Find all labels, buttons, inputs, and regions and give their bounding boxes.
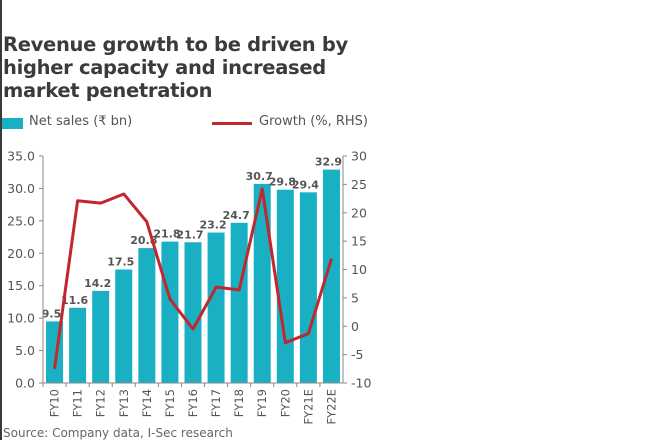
growth-line-layer bbox=[53, 187, 333, 370]
right-axis-tick-label: 30 bbox=[351, 149, 367, 164]
legend-swatch-growth bbox=[212, 122, 252, 125]
x-axis-label-fy17: FY17 bbox=[209, 389, 223, 417]
right-axis-tick-label: 5 bbox=[351, 290, 359, 305]
bar-fy11 bbox=[69, 307, 87, 383]
data-label-fy21e: 29.4 bbox=[292, 178, 319, 191]
bar-fy18 bbox=[230, 222, 248, 383]
left-axis-tick-label: 5.0 bbox=[15, 343, 35, 358]
right-axis-tick-label: 10 bbox=[351, 262, 367, 277]
x-axis-label-fy18: FY18 bbox=[232, 389, 246, 417]
right-axis-tick-label: -5 bbox=[351, 347, 363, 362]
data-label-fy13: 17.5 bbox=[107, 256, 134, 269]
axes-layer: 0.0 5.0 10.0 15.0 20.0 25.0 30.0 35.0 -10 -5 0 5 10 1… bbox=[7, 149, 371, 425]
left-border bbox=[0, 0, 2, 440]
left-axis-tick-label: 25.0 bbox=[7, 213, 35, 228]
bar-fy19 bbox=[253, 183, 271, 383]
right-axis-tick-label: 25 bbox=[351, 177, 367, 192]
chart-title: Revenue growth to be driven by higher ca… bbox=[3, 33, 348, 102]
bar-fy15 bbox=[161, 241, 179, 383]
left-axis-tick-label: 20.0 bbox=[7, 246, 35, 261]
data-label-fy11: 11.6 bbox=[61, 294, 88, 307]
data-label-fy16: 21.7 bbox=[176, 228, 203, 241]
x-axis-label-fy21e: FY21E bbox=[301, 389, 315, 425]
data-label-fy10: 9.5 bbox=[42, 307, 62, 320]
bar-fy12 bbox=[92, 290, 110, 383]
data-label-fy20: 29.8 bbox=[269, 176, 296, 189]
x-axis-label-fy22e: FY22E bbox=[324, 389, 338, 425]
source-note: Source: Company data, I-Sec research bbox=[3, 426, 233, 440]
x-axis-label-fy14: FY14 bbox=[140, 389, 154, 417]
left-axis-tick-label: 35.0 bbox=[7, 149, 35, 164]
right-axis-tick-label: 0 bbox=[351, 319, 359, 334]
left-axis-tick-label: 30.0 bbox=[7, 181, 35, 196]
data-label-fy19: 30.7 bbox=[246, 170, 273, 183]
bar-fy20 bbox=[276, 189, 294, 383]
left-axis-tick-label: 15.0 bbox=[7, 278, 35, 293]
right-axis-tick-label: 20 bbox=[351, 205, 367, 220]
legend-label-net-sales: Net sales (₹ bn) bbox=[29, 114, 133, 129]
data-labels-layer: 9.511.614.217.520.821.821.723.224.730.72… bbox=[42, 156, 342, 321]
legend-swatch-net-sales bbox=[2, 118, 23, 129]
legend: Net sales (₹ bn) Growth (%, RHS) bbox=[2, 114, 382, 132]
data-label-fy22e: 32.9 bbox=[315, 156, 342, 169]
bar-fy16 bbox=[184, 242, 202, 383]
bar-fy21e bbox=[299, 192, 317, 383]
data-label-fy18: 24.7 bbox=[223, 209, 250, 222]
right-axis-tick-label: 15 bbox=[351, 234, 367, 249]
x-axis-label-fy20: FY20 bbox=[278, 389, 292, 417]
x-axis-label-fy16: FY16 bbox=[186, 389, 200, 417]
x-axis-label-fy13: FY13 bbox=[117, 389, 131, 417]
left-axis-tick-label: 0.0 bbox=[15, 376, 35, 391]
right-axis-tick-label: -10 bbox=[351, 376, 371, 391]
x-axis-label-fy12: FY12 bbox=[94, 389, 108, 417]
legend-label-growth: Growth (%, RHS) bbox=[259, 114, 369, 129]
left-axis-tick-label: 10.0 bbox=[7, 311, 35, 326]
data-label-fy15: 21.8 bbox=[153, 228, 180, 241]
x-axis-label-fy10: FY10 bbox=[48, 389, 62, 417]
data-label-fy12: 14.2 bbox=[84, 277, 111, 290]
bar-fy14 bbox=[138, 248, 156, 383]
bar-fy17 bbox=[207, 232, 225, 383]
x-axis-label-fy15: FY15 bbox=[163, 389, 177, 417]
data-label-fy17: 23.2 bbox=[200, 219, 227, 232]
x-axis-label-fy11: FY11 bbox=[71, 389, 85, 417]
bar-fy22e bbox=[322, 169, 340, 383]
bar-fy13 bbox=[115, 269, 133, 383]
x-axis-label-fy19: FY19 bbox=[255, 389, 269, 417]
